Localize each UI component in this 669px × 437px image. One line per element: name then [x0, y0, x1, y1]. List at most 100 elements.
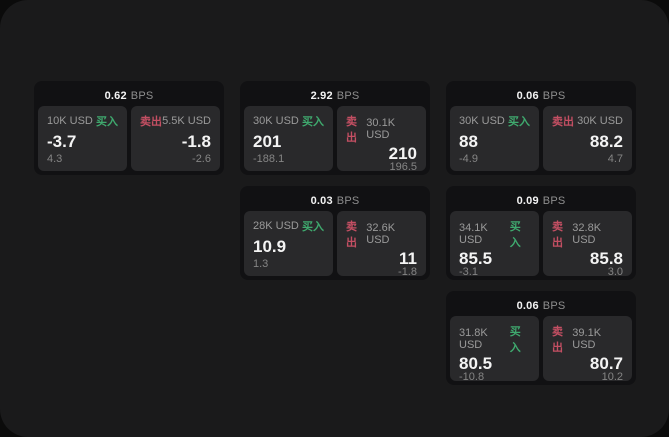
sell-amount: 39.1K USD	[572, 327, 602, 351]
buy-price: 88	[459, 132, 478, 151]
sell-panel[interactable]: 卖出 30.1K USD 210 196.5	[337, 106, 426, 173]
buy-side-label: 买入	[302, 221, 324, 233]
bps-header: 0.09 BPS	[450, 190, 632, 211]
sell-side-label: 卖出	[552, 221, 563, 249]
sell-price: 88.2	[589, 132, 623, 151]
buy-panel-header: 28K USD 买入	[253, 218, 324, 234]
buy-subvalue: 1.3	[253, 258, 269, 270]
buy-panel[interactable]: 30K USD 买入 88 -4.9	[450, 106, 539, 171]
buy-panel-header: 31.8K USD 买入	[459, 323, 530, 355]
quote-card-4: 0.03 BPS 28K USD 买入 10.9 1.3 卖出 32.6K US…	[240, 186, 430, 280]
sell-side-label: 卖出	[140, 116, 162, 128]
buy-panel-header: 34.1K USD 买入	[459, 218, 530, 250]
quote-panels: 30K USD 买入 201 -188.1 卖出 30.1K USD 210 1…	[244, 106, 426, 173]
buy-side-label: 买入	[96, 116, 118, 128]
sell-amount: 30.1K USD	[366, 117, 396, 141]
sell-subvalue: 10.2	[601, 371, 623, 383]
buy-price: 10.9	[253, 237, 287, 256]
buy-subvalue: -10.8	[459, 371, 485, 383]
buy-amount: 10K USD	[47, 115, 93, 127]
quote-panels: 31.8K USD 买入 80.5 -10.8 卖出 39.1K USD 80.…	[450, 316, 632, 383]
sell-side-label: 卖出	[552, 116, 574, 128]
buy-price: -3.7	[47, 132, 77, 151]
bps-header: 2.92 BPS	[244, 85, 426, 106]
buy-panel-header: 30K USD 买入	[253, 113, 324, 129]
sell-panel[interactable]: 卖出 5.5K USD -1.8 -2.6	[131, 106, 220, 171]
sell-panel-header: 卖出 30K USD	[552, 113, 623, 129]
buy-side-label: 买入	[302, 116, 324, 128]
bps-value: 0.09	[516, 194, 539, 207]
buy-side-label: 买入	[508, 116, 530, 128]
sell-subvalue: 196.5	[389, 161, 417, 173]
sell-panel-header: 卖出 5.5K USD	[140, 113, 211, 129]
sell-panel-header: 卖出 39.1K USD	[552, 323, 623, 355]
bps-header: 0.62 BPS	[38, 85, 220, 106]
sell-amount: 30K USD	[577, 115, 623, 127]
sell-price: 85.8	[589, 249, 623, 268]
quote-panels: 28K USD 买入 10.9 1.3 卖出 32.6K USD 11 -1.8	[244, 211, 426, 278]
sell-price: 210	[388, 144, 417, 163]
buy-panel[interactable]: 10K USD 买入 -3.7 4.3	[38, 106, 127, 171]
quote-panels: 34.1K USD 买入 85.5 -3.1 卖出 32.8K USD 85.8…	[450, 211, 632, 278]
buy-amount: 28K USD	[253, 220, 299, 232]
quote-card-6: 0.06 BPS 31.8K USD 买入 80.5 -10.8 卖出 39.1…	[446, 291, 636, 385]
sell-side-label: 卖出	[552, 326, 563, 354]
bps-unit-label: BPS	[336, 89, 360, 102]
bps-unit-label: BPS	[130, 89, 154, 102]
bps-value: 0.62	[104, 89, 127, 102]
buy-subvalue: 4.3	[47, 153, 63, 165]
bps-value: 0.03	[310, 194, 333, 207]
buy-amount: 34.1K USD	[459, 222, 488, 246]
sell-price: 11	[399, 249, 417, 268]
sell-side-label: 卖出	[346, 116, 357, 144]
quote-panels: 30K USD 买入 88 -4.9 卖出 30K USD 88.2 4.7	[450, 106, 632, 171]
buy-panel-header: 30K USD 买入	[459, 113, 530, 129]
quote-card-5: 0.09 BPS 34.1K USD 买入 85.5 -3.1 卖出 32.8K…	[446, 186, 636, 280]
buy-price: 85.5	[459, 249, 493, 268]
quote-card-1: 0.62 BPS 10K USD 买入 -3.7 4.3 卖出 5.5K USD…	[34, 81, 224, 175]
sell-panel[interactable]: 卖出 30K USD 88.2 4.7	[543, 106, 632, 171]
sell-panel-header: 卖出 30.1K USD	[346, 113, 417, 145]
sell-panel-header: 卖出 32.8K USD	[552, 218, 623, 250]
quote-panels: 10K USD 买入 -3.7 4.3 卖出 5.5K USD -1.8 -2.…	[38, 106, 220, 171]
sell-subvalue: -2.6	[192, 153, 211, 165]
buy-amount: 31.8K USD	[459, 327, 488, 351]
bps-header: 0.06 BPS	[450, 295, 632, 316]
bps-header: 0.06 BPS	[450, 85, 632, 106]
sell-panel[interactable]: 卖出 39.1K USD 80.7 10.2	[543, 316, 632, 383]
sell-subvalue: -1.8	[398, 266, 417, 278]
buy-amount: 30K USD	[459, 115, 505, 127]
buy-panel[interactable]: 34.1K USD 买入 85.5 -3.1	[450, 211, 539, 278]
buy-side-label: 买入	[509, 326, 521, 354]
bps-header: 0.03 BPS	[244, 190, 426, 211]
buy-price: 80.5	[459, 354, 493, 373]
bps-value: 0.06	[516, 89, 539, 102]
bps-unit-label: BPS	[542, 89, 566, 102]
buy-amount: 30K USD	[253, 115, 299, 127]
sell-amount: 32.8K USD	[572, 222, 602, 246]
buy-price: 201	[253, 132, 282, 151]
bps-unit-label: BPS	[336, 194, 360, 207]
bps-unit-label: BPS	[542, 194, 566, 207]
buy-panel[interactable]: 28K USD 买入 10.9 1.3	[244, 211, 333, 276]
sell-subvalue: 3.0	[607, 266, 623, 278]
buy-panel-header: 10K USD 买入	[47, 113, 118, 129]
sell-price: 80.7	[589, 354, 623, 373]
quote-card-3: 0.06 BPS 30K USD 买入 88 -4.9 卖出 30K USD 8…	[446, 81, 636, 175]
sell-panel[interactable]: 卖出 32.8K USD 85.8 3.0	[543, 211, 632, 278]
sell-panel-header: 卖出 32.6K USD	[346, 218, 417, 250]
buy-panel[interactable]: 30K USD 买入 201 -188.1	[244, 106, 333, 171]
buy-side-label: 买入	[509, 221, 521, 249]
sell-amount: 5.5K USD	[162, 115, 211, 127]
buy-panel[interactable]: 31.8K USD 买入 80.5 -10.8	[450, 316, 539, 383]
buy-subvalue: -3.1	[459, 266, 478, 278]
buy-subvalue: -4.9	[459, 153, 478, 165]
bps-value: 0.06	[516, 299, 539, 312]
bps-unit-label: BPS	[542, 299, 566, 312]
bps-value: 2.92	[310, 89, 333, 102]
sell-price: -1.8	[181, 132, 211, 151]
sell-side-label: 卖出	[346, 221, 357, 249]
sell-subvalue: 4.7	[607, 153, 623, 165]
sell-panel[interactable]: 卖出 32.6K USD 11 -1.8	[337, 211, 426, 278]
